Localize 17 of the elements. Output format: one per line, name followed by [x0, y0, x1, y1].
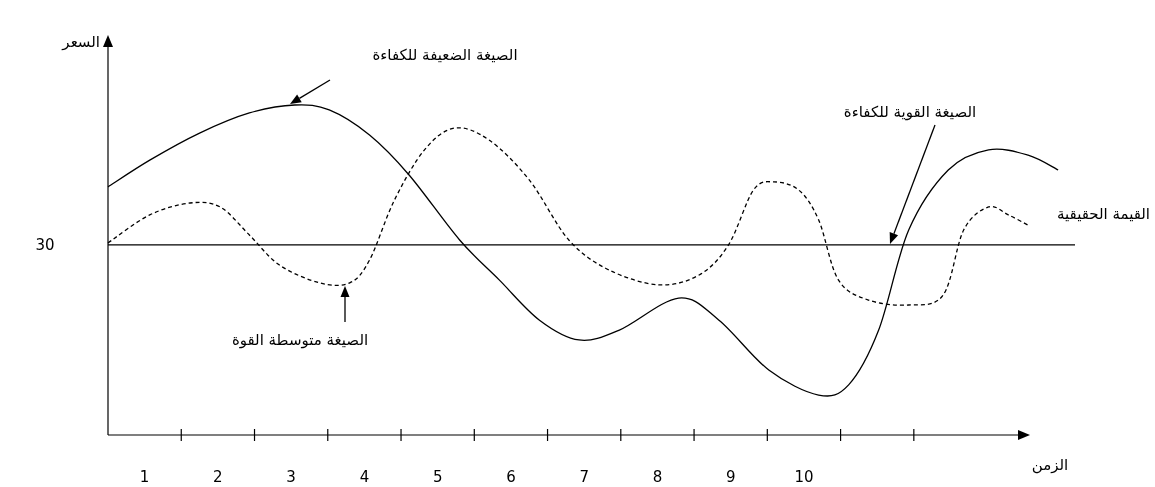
x-tick-label: 5 — [432, 467, 443, 486]
x-tick-label: 2 — [213, 467, 223, 486]
x-tick-label: 10 — [794, 467, 814, 486]
x-axis-title: الزمن — [1031, 455, 1069, 474]
annotation: الصيغة القوية للكفاءة — [843, 102, 977, 121]
text: 30 — [35, 235, 55, 254]
y-axis-title: السعر — [61, 32, 100, 51]
ref-line-label: القيمة الحقيقية — [1056, 205, 1150, 224]
x-tick-label: 7 — [579, 467, 589, 486]
text: الصيغة الضعيفة للكفاءة — [372, 45, 518, 64]
x-tick-label: 8 — [652, 467, 663, 486]
annotation: الصيغة متوسطة القوة — [231, 330, 369, 349]
x-tick-label: 9 — [725, 467, 736, 486]
x-tick-label: 6 — [506, 467, 516, 486]
x-tick-label: 1 — [139, 467, 150, 486]
x-tick-label: 3 — [286, 467, 296, 486]
x-tick-label: 4 — [359, 467, 370, 486]
